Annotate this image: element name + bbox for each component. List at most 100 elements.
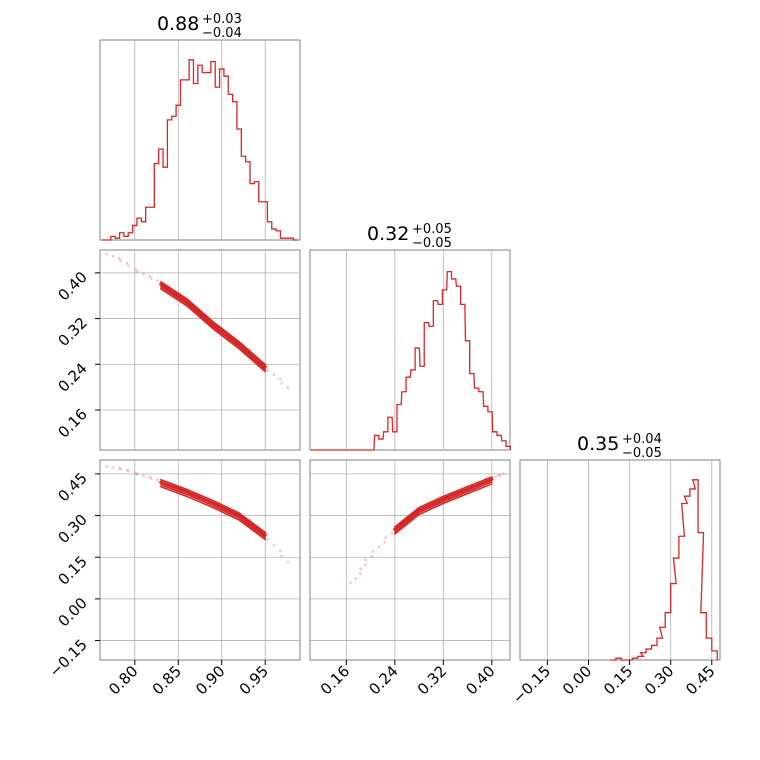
scatter-point: [501, 472, 505, 476]
scatter-point: [278, 377, 282, 381]
scatter-point: [390, 531, 394, 535]
scatter-point: [119, 467, 123, 471]
scatter-point: [156, 279, 159, 283]
histogram-step: [102, 59, 298, 241]
scatter-point: [119, 259, 123, 263]
contour-line: [159, 282, 267, 369]
scatter-point: [364, 558, 367, 562]
scatter-point: [125, 261, 129, 265]
scatter-point: [272, 543, 276, 547]
scatter-point: [272, 373, 276, 377]
scatter-point: [349, 581, 352, 585]
scatter-point: [364, 563, 367, 566]
scatter-point: [148, 274, 152, 278]
x-tick-label: 0.16: [317, 662, 353, 698]
scatter-point: [117, 466, 121, 470]
panel-content: [310, 460, 510, 660]
scatter-point: [278, 549, 282, 553]
panel-content: [100, 250, 300, 450]
title-param1-minus: −0.04: [202, 26, 242, 41]
x-tick-label: −0.15: [509, 662, 554, 707]
x-tick-label: 0.95: [236, 662, 272, 698]
scatter-point: [111, 254, 115, 258]
scatter-point: [142, 474, 145, 478]
panel-content: [546, 460, 718, 661]
contour-line: [160, 285, 267, 371]
scatter-point: [111, 465, 115, 469]
panel-hist-param3: 0.35 +0.04 −0.05: [519, 432, 721, 661]
scatter-point: [125, 468, 129, 472]
scatter-point: [105, 464, 109, 468]
title-param2-minus: −0.05: [412, 236, 452, 251]
scatter-point: [127, 469, 130, 473]
panel-hist-param1: 0.88 +0.03 −0.04: [99, 12, 301, 241]
title-param1-median: 0.88: [157, 13, 199, 35]
scatter-point: [134, 471, 138, 475]
scatter-point: [286, 386, 290, 389]
panel-content: [100, 460, 300, 660]
y-tick-label: 0.45: [54, 469, 90, 505]
x-tick-label: 0.00: [559, 662, 595, 698]
panel-frame: [309, 249, 511, 451]
scatter-point: [286, 560, 290, 564]
scatter-point: [135, 269, 139, 273]
contour-line: [394, 476, 493, 528]
scatter-point: [383, 540, 387, 544]
scatter-point: [135, 472, 139, 476]
x-tick-label: 0.15: [600, 662, 636, 698]
panel-frame: [99, 249, 301, 451]
panel-content: [102, 40, 298, 241]
scatter-point: [105, 252, 109, 256]
panel-frame: [99, 39, 301, 241]
scatter-point: [354, 576, 357, 580]
title-param2-plus: +0.05: [412, 222, 452, 237]
contour-line: [160, 483, 267, 539]
y-tick-label: 0.32: [54, 314, 90, 350]
x-tick-label: 0.24: [365, 662, 401, 698]
scatter-point: [359, 572, 362, 576]
contour-line: [394, 481, 493, 533]
contour-line: [160, 485, 267, 541]
scatter-point: [134, 267, 138, 271]
contour-line: [159, 480, 267, 537]
scatter-point: [149, 477, 153, 480]
x-tick-label: 0.90: [192, 662, 228, 698]
scatter-point: [156, 478, 159, 482]
x-tick-label: 0.85: [149, 662, 185, 698]
panel-pair-param1-param3: [99, 459, 301, 661]
contour-line: [160, 287, 267, 373]
contour-line: [160, 280, 267, 366]
scatter-point: [377, 545, 381, 549]
panel-frame: [99, 459, 301, 661]
contour-line: [393, 477, 494, 531]
scatter-point: [371, 550, 375, 553]
title-param1-plus: +0.03: [202, 12, 242, 27]
scatter-point: [370, 554, 374, 558]
y-tick-label: −0.15: [46, 636, 91, 681]
title-param3-median: 0.35: [577, 433, 619, 455]
scatter-point: [149, 277, 153, 280]
scatter-point: [359, 567, 362, 571]
panel-pair-param1-param2: [99, 249, 301, 451]
scatter-point: [497, 473, 501, 477]
y-tick-label: 0.40: [54, 268, 90, 304]
scatter-point: [127, 264, 130, 268]
y-tick-label: 0.00: [54, 594, 90, 630]
scatter-point: [498, 474, 502, 478]
x-tick-label: 0.30: [641, 662, 677, 698]
histogram-step: [610, 479, 718, 661]
contour-line: [160, 478, 267, 534]
y-tick-label: 0.15: [54, 552, 90, 588]
y-tick-label: 0.30: [54, 511, 90, 547]
scatter-point: [117, 257, 121, 260]
scatter-point: [494, 475, 498, 478]
y-tick-label: 0.16: [54, 405, 90, 441]
x-tick-label: 0.80: [105, 662, 141, 698]
x-tick-label: 0.32: [414, 662, 450, 698]
contour-line: [394, 483, 493, 535]
panel-frame: [309, 459, 511, 661]
scatter-point: [142, 272, 145, 276]
histogram-step: [310, 270, 511, 451]
panel-hist-param2: 0.32 +0.05 −0.05: [309, 222, 511, 451]
panel-pair-param2-param3: [309, 459, 511, 661]
